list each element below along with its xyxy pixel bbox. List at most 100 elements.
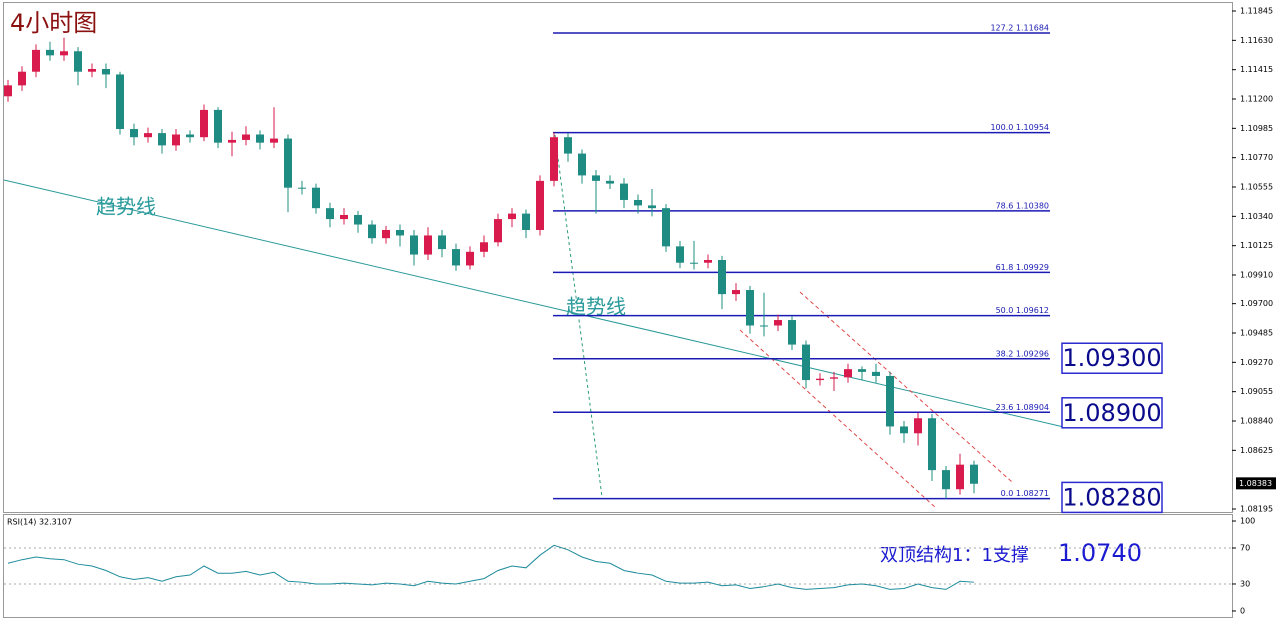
main-panel [3, 2, 1233, 513]
candle-body [760, 325, 768, 327]
candle-body [858, 369, 866, 372]
fib-label: 61.8 1.09929 [996, 263, 1049, 272]
candle-body [704, 260, 712, 263]
candle-body [452, 249, 460, 266]
candle-body [396, 229, 404, 236]
y-tick-label: 1.08625 [1240, 446, 1273, 455]
candle-body [718, 260, 726, 295]
y-tick-label: 1.09485 [1240, 328, 1273, 337]
candle-body [200, 109, 208, 138]
candle-body [774, 320, 782, 326]
candle-body [158, 133, 166, 146]
candle-body [886, 375, 894, 427]
last-price-label: 1.08383 [1239, 479, 1272, 488]
candle-body [438, 235, 446, 250]
rsi-title: RSI(14) 32.3107 [7, 518, 72, 527]
y-tick-label: 1.09700 [1240, 299, 1273, 308]
candle-body [872, 371, 880, 376]
candle-body [536, 180, 544, 230]
candle-body [914, 418, 922, 434]
y-tick-label: 1.10340 [1240, 212, 1273, 221]
candle-body [130, 129, 138, 138]
candle-body [830, 377, 838, 379]
rsi-panel [3, 514, 1233, 618]
y-tick-label: 1.11200 [1240, 95, 1273, 104]
trendline-label: 趋势线 [566, 295, 626, 319]
candle-body [116, 74, 124, 130]
candle-body [970, 464, 978, 484]
level-box-label: 1.08900 [1062, 399, 1161, 427]
candle-body [60, 51, 68, 56]
candle-body [732, 290, 740, 295]
rsi-line [7, 544, 975, 590]
fib-label: 23.6 1.08904 [996, 403, 1049, 412]
candle-body [928, 418, 936, 471]
candle-body [102, 68, 110, 75]
y-tick-label: 1.09055 [1240, 387, 1273, 396]
y-tick-label: 1.11415 [1240, 65, 1273, 74]
y-tick-label: 70 [1240, 544, 1250, 553]
candle-body [662, 208, 670, 247]
candle-body [298, 187, 306, 189]
level-box [1061, 342, 1163, 374]
level-box [1061, 397, 1163, 429]
candle-body [802, 344, 810, 381]
candle-body [788, 320, 796, 345]
candle-body [844, 369, 852, 378]
level-box [1061, 481, 1163, 514]
candle-body [368, 224, 376, 239]
candle-body [900, 426, 908, 434]
fib-label: 38.2 1.09296 [996, 349, 1049, 358]
candle-body [816, 378, 824, 381]
candle-body [690, 262, 698, 264]
candle-body [956, 464, 964, 490]
chart-title: 4小时图 [10, 9, 97, 37]
candle-body [284, 138, 292, 188]
level-box-label: 1.09300 [1062, 344, 1161, 372]
candle-body [564, 137, 572, 154]
y-tick-label: 1.10770 [1240, 153, 1273, 162]
candle-body [270, 138, 278, 143]
candle-body [326, 208, 334, 220]
candle-body [676, 246, 684, 263]
candle-body [74, 51, 82, 72]
fib-label: 0.0 1.08271 [1001, 489, 1049, 498]
candle-body [312, 187, 320, 209]
y-tick-label: 100 [1240, 517, 1255, 526]
candle-body [214, 109, 222, 143]
candle-body [746, 290, 754, 326]
y-tick-label: 1.10555 [1240, 183, 1273, 192]
y-tick-label: 1.09270 [1240, 358, 1273, 367]
fib-label: 100.0 1.10954 [990, 123, 1049, 132]
candle-body [228, 139, 236, 143]
candle-body [480, 242, 488, 252]
candle-body [550, 137, 558, 181]
candle-body [18, 71, 26, 86]
y-tick-label: 1.08840 [1240, 416, 1273, 425]
candle-body [648, 205, 656, 209]
y-tick-label: 0 [1240, 606, 1245, 615]
candle-body [144, 133, 152, 138]
annotation: 双顶结构1：1支撑 [880, 545, 1029, 566]
fib-label: 50.0 1.09612 [996, 306, 1049, 315]
candle-body [172, 134, 180, 146]
candle-body [466, 251, 474, 266]
candle-body [256, 134, 264, 143]
fib-label: 127.2 1.11684 [990, 23, 1049, 32]
candle-body [508, 213, 516, 220]
candle-body [942, 470, 950, 490]
candle-body [186, 134, 194, 138]
last-price-box [1236, 477, 1276, 490]
candle-body [578, 153, 586, 176]
candle-body [410, 235, 418, 255]
candle-body [4, 85, 12, 97]
candle-body [32, 49, 40, 72]
y-tick-label: 30 [1240, 579, 1250, 588]
y-tick-label: 1.10125 [1240, 241, 1273, 250]
candle-body [592, 175, 600, 181]
candle-body [46, 49, 54, 56]
candle-body [634, 199, 642, 206]
level-box-label: 1.08280 [1062, 483, 1161, 511]
channel-line [799, 291, 1013, 483]
